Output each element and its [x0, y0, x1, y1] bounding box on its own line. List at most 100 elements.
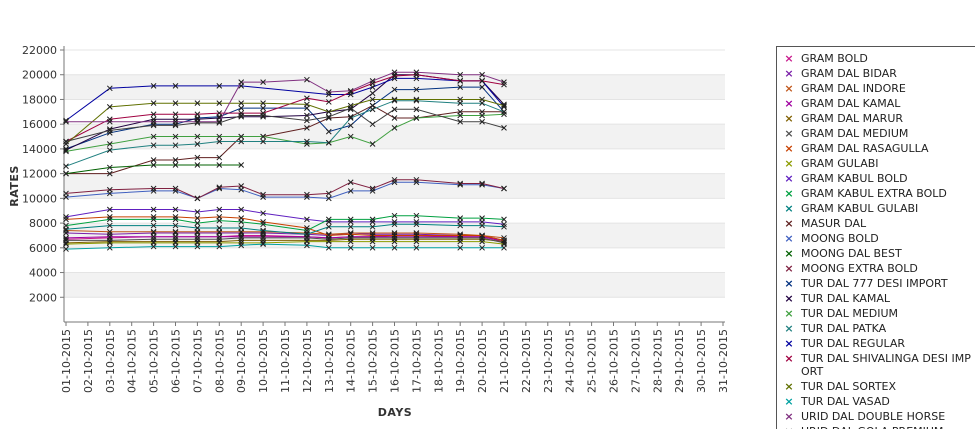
data-point — [172, 233, 179, 240]
legend-label: TUR DAL KAMAL — [801, 292, 891, 305]
data-point — [106, 118, 113, 125]
data-point — [238, 237, 245, 244]
legend-label: TUR DAL PATKA — [801, 322, 887, 335]
data-point — [501, 216, 507, 223]
data-point — [194, 195, 201, 202]
data-point — [106, 222, 113, 229]
data-point — [194, 141, 201, 147]
data-point — [501, 108, 507, 115]
data-point — [172, 243, 179, 250]
data-point — [369, 244, 376, 251]
legend-marker-icon: × — [784, 352, 794, 365]
data-point — [260, 221, 266, 228]
data-point — [150, 142, 157, 149]
data-point — [325, 91, 332, 98]
data-point — [106, 186, 113, 193]
data-point — [63, 190, 69, 197]
legend-item: × TUR DAL 777 DESI IMPORT — [777, 277, 975, 290]
legend-marker-icon: × — [784, 380, 794, 393]
y-tick-label: 22000 — [22, 44, 57, 57]
x-tick-label: 06-10-2015 — [170, 329, 183, 393]
legend-label: MOONG EXTRA BOLD — [801, 262, 918, 275]
data-point — [457, 232, 464, 239]
data-point — [238, 183, 245, 189]
data-point — [194, 209, 201, 215]
data-point — [304, 216, 310, 223]
data-point — [150, 188, 157, 194]
data-point — [413, 69, 420, 76]
data-point — [172, 111, 179, 118]
data-point — [304, 101, 310, 108]
data-point — [304, 191, 310, 198]
data-point — [457, 112, 464, 119]
data-point — [260, 79, 266, 85]
legend-marker-icon: × — [784, 82, 794, 95]
legend-marker-icon: × — [784, 292, 794, 305]
x-tick-label: 03-10-2015 — [104, 329, 117, 393]
legend-marker-icon: × — [784, 307, 794, 320]
data-point — [501, 101, 507, 108]
legend-item: × GRAM BOLD — [777, 52, 975, 65]
x-axis-ticks: 01-10-2015 02-10-2015 03-10-2015 04-10-2015… — [60, 322, 730, 393]
data-point — [216, 206, 223, 213]
x-tick-label: 29-10-2015 — [673, 329, 686, 393]
data-point — [391, 176, 398, 183]
series-17 — [63, 111, 507, 155]
x-tick-label: 08-10-2015 — [213, 329, 226, 393]
legend-marker-icon: × — [784, 142, 794, 155]
data-point — [347, 216, 354, 223]
data-point — [238, 138, 245, 145]
data-point — [106, 216, 113, 223]
data-point — [150, 157, 157, 163]
legend-label: TUR DAL SORTEX — [801, 380, 897, 393]
data-point — [194, 215, 201, 221]
data-point — [479, 244, 485, 251]
data-point — [63, 246, 69, 252]
data-point — [260, 100, 266, 107]
data-point — [479, 96, 485, 103]
data-point — [106, 85, 113, 92]
data-point — [304, 112, 310, 119]
legend-item: × GRAM DAL MEDIUM — [777, 127, 975, 140]
data-point — [172, 100, 179, 107]
data-point — [325, 113, 332, 120]
data-point — [304, 141, 310, 147]
legend-item: × GRAM DAL KAMAL — [777, 97, 975, 110]
data-point — [391, 232, 398, 239]
data-point — [413, 244, 420, 251]
data-point — [150, 243, 157, 250]
legend-item: × MOONG DAL BEST — [777, 247, 975, 260]
data-point — [413, 238, 420, 245]
data-point — [150, 133, 157, 140]
x-tick-label: 27-10-2015 — [629, 329, 642, 393]
data-point — [63, 146, 69, 152]
legend-item: × GRAM DAL INDORE — [777, 82, 975, 95]
data-point — [391, 221, 398, 228]
legend-marker-icon: × — [784, 202, 794, 215]
series-12 — [63, 179, 507, 202]
data-point — [172, 214, 179, 220]
data-point — [391, 219, 398, 225]
legend-item: × TUR DAL REGULAR — [777, 337, 975, 350]
chart-legend: × GRAM BOLD × GRAM DAL BIDAR × GRAM DAL INDOR… — [776, 46, 975, 429]
data-point — [238, 100, 245, 107]
data-point — [501, 240, 507, 246]
legend-label: GRAM DAL MEDIUM — [801, 127, 909, 140]
data-point — [216, 83, 223, 89]
data-point — [172, 142, 179, 149]
data-point — [347, 115, 354, 121]
data-point — [457, 238, 464, 245]
data-point — [304, 76, 310, 83]
data-point — [304, 138, 310, 145]
series-layer — [63, 69, 507, 252]
data-point — [325, 99, 332, 105]
data-point — [325, 128, 332, 135]
data-point — [304, 242, 310, 249]
series-23 — [63, 69, 507, 125]
legend-marker-icon: × — [784, 322, 794, 335]
data-point — [391, 125, 398, 131]
legend-marker-icon: × — [784, 395, 794, 408]
x-tick-label: 16-10-2015 — [389, 329, 402, 393]
x-tick-label: 01-10-2015 — [60, 329, 73, 393]
data-point — [457, 180, 464, 187]
